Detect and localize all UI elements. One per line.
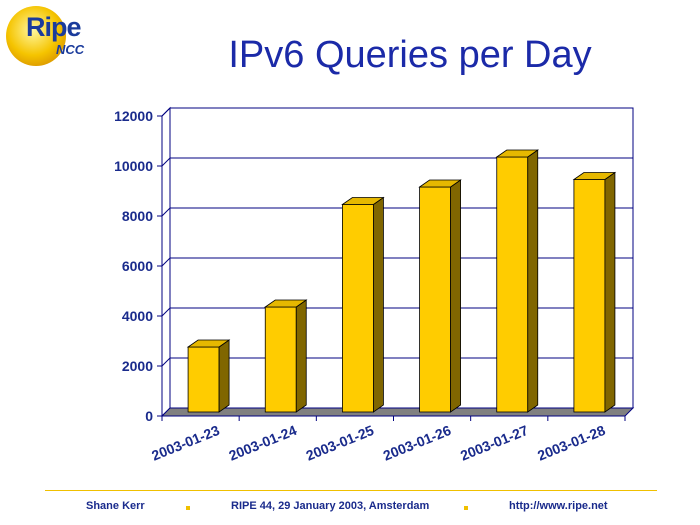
x-tick-label: 2003-01-25: [304, 422, 377, 464]
bar-side: [450, 179, 461, 413]
bar: [419, 186, 451, 413]
logo-sun-icon: [6, 6, 66, 66]
gridline-side: [161, 257, 171, 267]
bar-top: [495, 149, 540, 158]
x-tick-label: 2003-01-23: [149, 422, 222, 464]
x-tick-label: 2003-01-26: [381, 422, 454, 464]
y-tick-label: 10000: [114, 158, 153, 174]
bar: [264, 306, 297, 413]
bar: [187, 346, 220, 413]
y-tick-label: 6000: [122, 258, 153, 274]
bar-side: [295, 299, 307, 413]
y-tick-label: 12000: [114, 108, 153, 124]
bar-top: [263, 299, 308, 308]
bar-side: [604, 171, 616, 413]
logo-sub: NCC: [56, 42, 85, 57]
bar: [573, 179, 606, 413]
x-tick-label: 2003-01-28: [535, 422, 608, 464]
bar-side: [527, 149, 539, 413]
footer-url[interactable]: http://www.ripe.net: [509, 500, 608, 512]
bar-top: [186, 339, 231, 348]
gridline-side: [161, 207, 171, 217]
bar-top: [418, 179, 462, 188]
footer-author: Shane Kerr: [86, 500, 145, 512]
gridline-side: [161, 307, 171, 317]
gridline-side: [161, 357, 171, 367]
y-tick-label: 4000: [122, 308, 153, 324]
plot-floor: [160, 407, 635, 417]
bar-top: [572, 172, 617, 180]
x-tick-label: 2003-01-27: [458, 422, 531, 464]
page-title: IPv6 Queries per Day: [228, 34, 592, 76]
bar: [496, 156, 529, 413]
gridline-side: [161, 107, 171, 117]
bar-side: [373, 196, 384, 413]
footer-event: RIPE 44, 29 January 2003, Amsterdam: [231, 500, 430, 512]
footer-bullet: [186, 506, 190, 510]
bar-side: [218, 339, 230, 413]
x-tick-label: 2003-01-24: [226, 422, 299, 464]
y-tick-label: 2000: [122, 358, 153, 374]
y-tick-label: 0: [145, 408, 153, 424]
bar: [342, 204, 374, 413]
bar-top: [341, 197, 385, 205]
footer-bullet: [464, 506, 468, 510]
logo-word: Ripe: [26, 12, 82, 42]
footer-divider: [45, 490, 657, 491]
y-tick-label: 8000: [122, 208, 153, 224]
gridline-side: [161, 157, 171, 167]
ripe-ncc-logo: Ripe NCC: [2, 4, 88, 66]
